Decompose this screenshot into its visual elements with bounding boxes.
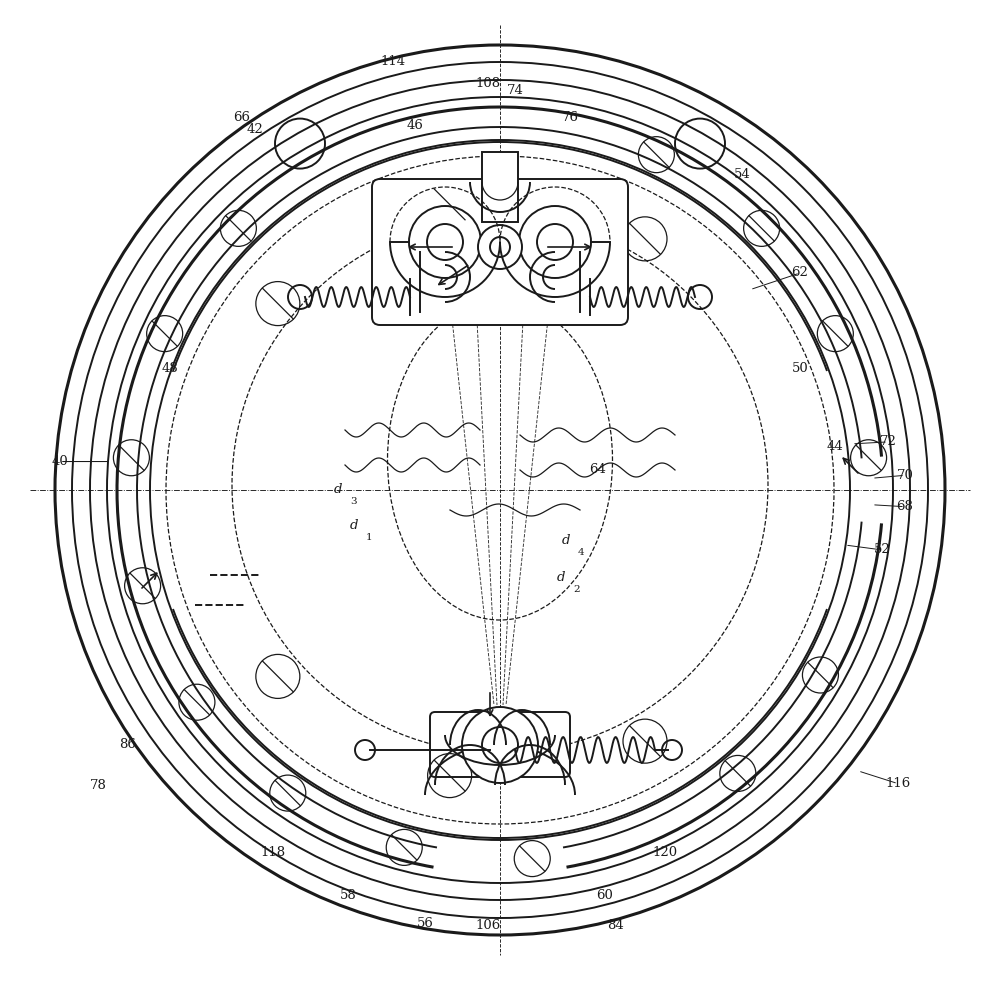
Text: 74: 74 [507,83,523,97]
Text: d: d [334,482,342,496]
Circle shape [478,225,522,269]
Text: 2: 2 [573,585,580,594]
Text: 108: 108 [475,77,501,90]
Text: 120: 120 [652,846,678,859]
Text: 70: 70 [897,468,913,482]
Text: 54: 54 [734,168,750,182]
Text: 1: 1 [366,533,373,542]
Text: 60: 60 [597,889,613,902]
Text: 106: 106 [475,918,501,932]
Circle shape [462,707,538,783]
Text: 116: 116 [885,777,911,791]
FancyBboxPatch shape [430,712,570,777]
Text: 66: 66 [234,111,250,125]
Text: 3: 3 [350,497,357,506]
Text: d: d [556,571,565,584]
Text: 48: 48 [162,361,178,375]
Text: 4: 4 [578,548,585,557]
FancyBboxPatch shape [482,152,518,222]
Text: 68: 68 [897,500,913,514]
Text: 114: 114 [380,55,406,69]
Text: 72: 72 [880,435,896,449]
Text: 44: 44 [827,440,843,454]
Text: 46: 46 [407,119,423,133]
Text: 86: 86 [120,737,136,751]
Text: 56: 56 [417,916,433,930]
Text: 42: 42 [247,123,263,136]
Text: d: d [350,518,358,532]
Text: 52: 52 [874,543,890,557]
Text: 40: 40 [52,455,68,468]
Text: 76: 76 [562,111,578,125]
Text: 64: 64 [590,463,606,476]
Text: 58: 58 [340,889,356,902]
Text: 118: 118 [260,846,286,859]
Text: 50: 50 [792,361,808,375]
Text: 84: 84 [607,918,623,932]
FancyBboxPatch shape [372,179,628,325]
Text: 78: 78 [90,779,106,792]
Text: 62: 62 [792,266,808,280]
Text: d: d [562,533,570,547]
